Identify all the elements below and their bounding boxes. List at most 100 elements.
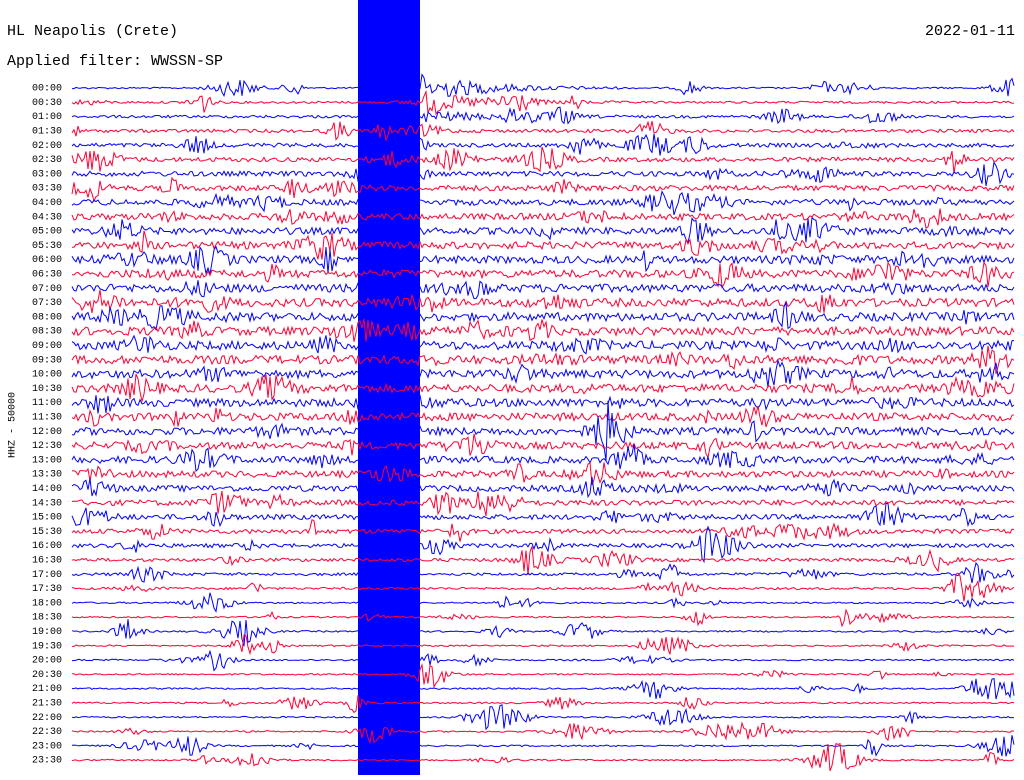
time-label: 15:30: [32, 527, 62, 538]
time-label: 19:00: [32, 627, 62, 638]
time-label: 03:00: [32, 169, 62, 180]
date: 2022-01-11: [925, 23, 1015, 40]
traces: [71, 0, 1015, 775]
trace: [71, 518, 1015, 542]
time-label: 12:00: [32, 427, 62, 438]
time-label: 03:30: [32, 184, 62, 195]
trace: [71, 358, 1015, 388]
time-label: 02:30: [32, 155, 62, 166]
time-label: 06:00: [32, 255, 62, 266]
time-label: 00:00: [32, 84, 62, 95]
trace: [71, 405, 1015, 428]
time-label: 23:00: [32, 741, 62, 752]
trace: [71, 735, 1015, 757]
trace: [71, 216, 1015, 244]
trace: [71, 289, 1015, 314]
time-label: 23:30: [32, 756, 62, 767]
time-label: 06:30: [32, 270, 62, 281]
trace: [71, 261, 1015, 289]
trace: [71, 280, 1015, 300]
time-label: 09:00: [32, 341, 62, 352]
time-label: 19:30: [32, 641, 62, 652]
trace: [72, 677, 1015, 700]
trace: [71, 619, 1015, 647]
time-label: 10:30: [32, 384, 62, 395]
time-label: 05:30: [32, 241, 62, 252]
trace: [72, 230, 1015, 260]
time-label: 04:00: [32, 198, 62, 209]
time-label: 21:00: [32, 684, 62, 695]
trace: [71, 160, 1015, 186]
time-label: 08:30: [32, 327, 62, 338]
trace: [71, 176, 1015, 203]
trace: [71, 704, 1015, 731]
time-label: 20:30: [32, 670, 62, 681]
trace: [71, 592, 1015, 613]
trace: [71, 444, 1015, 473]
station-title: HL Neapolis (Crete): [7, 23, 178, 40]
trace: [71, 649, 1015, 672]
trace: [71, 663, 1015, 689]
trace: [71, 461, 1015, 486]
time-label: 00:30: [32, 98, 62, 109]
time-label: 15:00: [32, 513, 62, 524]
trace: [71, 300, 1015, 332]
trace: [71, 525, 1015, 564]
time-label: 12:30: [32, 441, 62, 452]
trace: [71, 389, 1015, 414]
time-label: 20:00: [32, 656, 62, 667]
time-label: 21:30: [32, 699, 62, 710]
trace: [71, 742, 1015, 772]
trace: [71, 490, 1015, 516]
trace: [71, 120, 1015, 142]
trace: [71, 345, 1015, 375]
trace: [71, 245, 1015, 275]
time-label: 16:00: [32, 541, 62, 552]
trace: [71, 373, 1015, 402]
trace: [71, 334, 1015, 355]
trace: [71, 502, 1015, 528]
trace: [71, 103, 1015, 127]
time-label: 05:00: [32, 227, 62, 238]
trace: [71, 572, 1015, 602]
time-label: 18:00: [32, 598, 62, 609]
trace: [71, 190, 1015, 216]
time-label: 01:00: [32, 112, 62, 123]
trace: [72, 634, 1015, 656]
time-label: 09:30: [32, 355, 62, 366]
axis-label: HHZ - 50000: [8, 392, 19, 458]
time-label: 07:30: [32, 298, 62, 309]
trace: [71, 146, 1015, 174]
time-label: 04:30: [32, 212, 62, 223]
time-label: 13:30: [32, 470, 62, 481]
trace: [71, 208, 1015, 229]
time-label: 10:00: [32, 370, 62, 381]
time-label: 07:00: [32, 284, 62, 295]
trace: [71, 89, 1015, 116]
time-label: 02:00: [32, 141, 62, 152]
time-label: 11:00: [32, 398, 62, 409]
time-label: 11:30: [32, 413, 62, 424]
trace: [71, 133, 1015, 156]
trace: [71, 318, 1015, 342]
time-label: 17:00: [32, 570, 62, 581]
time-label: 16:30: [32, 556, 62, 567]
time-label: 08:00: [32, 312, 62, 323]
time-label: 01:30: [32, 127, 62, 138]
time-label: 22:00: [32, 713, 62, 724]
trace: [71, 433, 1015, 459]
trace: [71, 400, 1015, 461]
trace: [72, 73, 1015, 98]
trace: [71, 695, 1015, 714]
time-label: 14:00: [32, 484, 62, 495]
trace: [71, 561, 1015, 584]
time-label: 18:30: [32, 613, 62, 624]
time-label: 13:00: [32, 455, 62, 466]
trace: [71, 546, 1015, 575]
trace: [71, 721, 1015, 745]
time-label: 14:30: [32, 498, 62, 509]
time-label: 22:30: [32, 727, 62, 738]
filter-label: Applied filter: WWSSN-SP: [7, 53, 223, 70]
time-label: 17:30: [32, 584, 62, 595]
